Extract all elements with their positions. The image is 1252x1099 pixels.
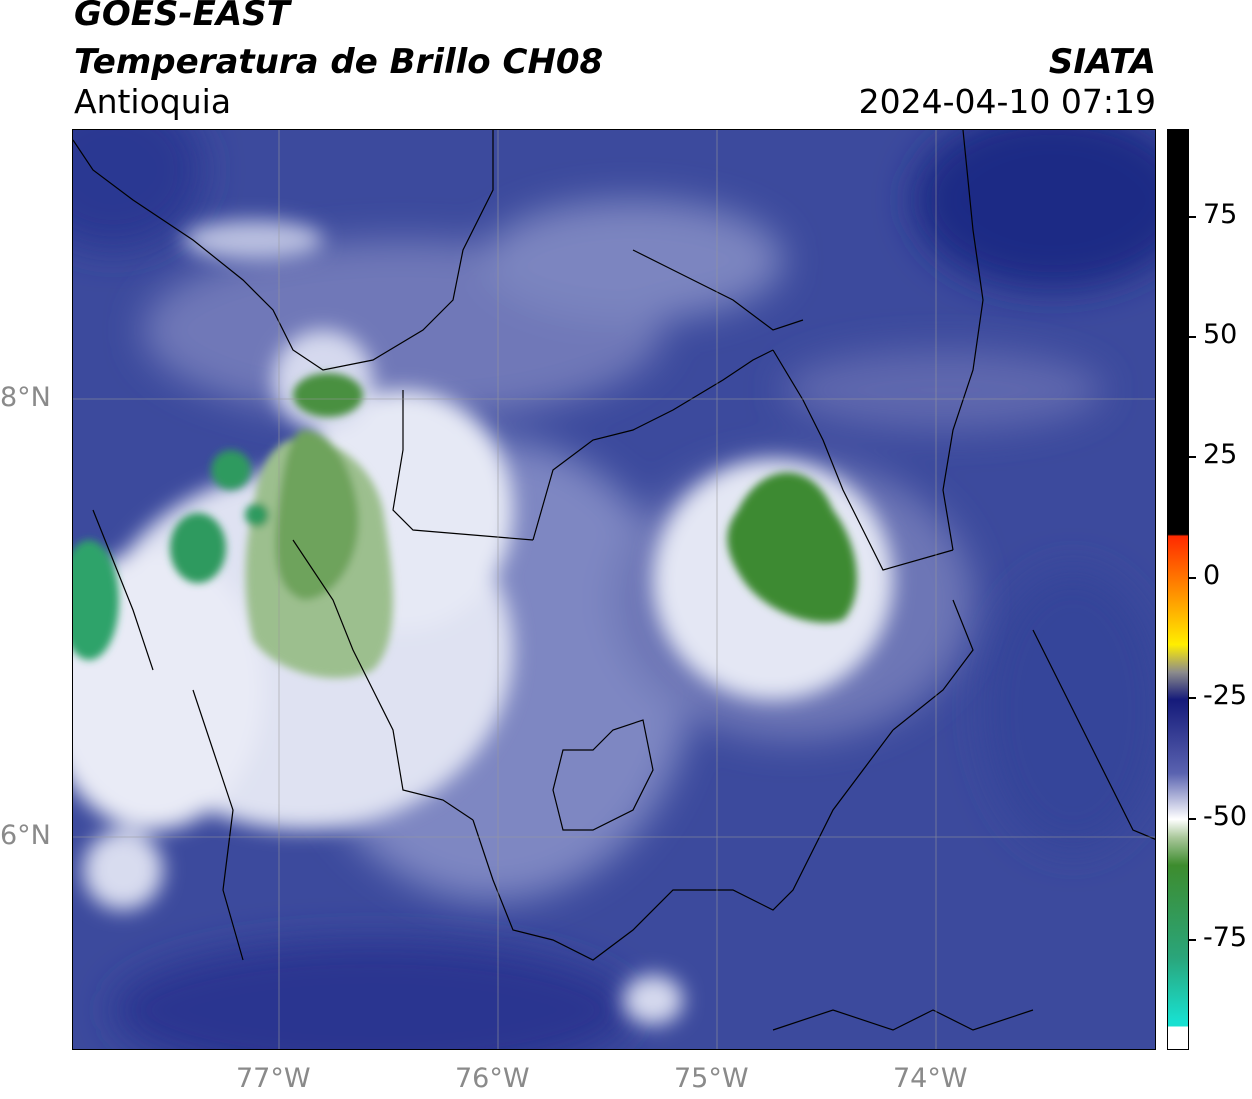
colorbar-tick-mark: [1189, 939, 1196, 941]
colorbar-tick-0: 0: [1203, 560, 1221, 591]
colorbar-tick-50: 50: [1203, 319, 1238, 350]
colorbar-tick-mark: [1189, 697, 1196, 699]
lat-tick-6n: 6°N: [0, 820, 51, 851]
lon-tick-74w: 74°W: [893, 1063, 968, 1094]
boundary-lines: [73, 130, 1155, 1031]
lon-tick-75w: 75°W: [674, 1063, 749, 1094]
dark-regions: [73, 130, 1155, 1049]
colorbar: [1167, 129, 1189, 1050]
colorbar-tick-mark: [1189, 577, 1196, 579]
lon-tick-77w: 77°W: [236, 1063, 311, 1094]
graticule: [73, 130, 1155, 1049]
lat-tick-8n: 8°N: [0, 382, 51, 413]
colorbar-tick-minus50: -50: [1203, 801, 1248, 832]
satellite-map[interactable]: [72, 129, 1156, 1050]
datetime-label: 2024-04-10 07:19: [858, 82, 1156, 121]
colorbar-tick-minus75: -75: [1203, 922, 1248, 953]
cold-cloud-green: [73, 373, 857, 679]
colorbar-tick-75: 75: [1203, 199, 1238, 230]
map-canvas: [73, 130, 1155, 1049]
region-label: Antioquia: [74, 82, 232, 121]
colorbar-tick-mark: [1189, 818, 1196, 820]
lon-tick-76w: 76°W: [455, 1063, 530, 1094]
satellite-title: GOES-EAST: [74, 0, 290, 34]
colorbar-tick-mark: [1189, 216, 1196, 218]
source-label: SIATA: [1048, 42, 1156, 82]
product-title: Temperatura de Brillo CH08: [74, 42, 604, 82]
colorbar-tick-25: 25: [1203, 439, 1238, 470]
colorbar-tick-mark: [1189, 336, 1196, 338]
colorbar-tick-minus25: -25: [1203, 680, 1248, 711]
colorbar-tick-mark: [1189, 456, 1196, 458]
